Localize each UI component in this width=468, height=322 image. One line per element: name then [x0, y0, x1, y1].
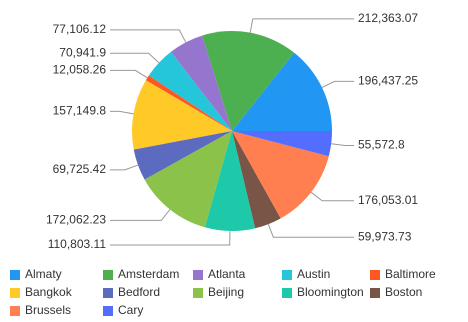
leader-line: [110, 110, 134, 115]
legend-swatch: [193, 288, 203, 298]
data-label: 69,725.42: [53, 162, 107, 176]
data-label: 70,941.9: [59, 45, 106, 59]
legend-swatch: [10, 270, 20, 280]
legend-label: Cary: [118, 303, 143, 317]
data-label: 12,058.26: [53, 63, 107, 77]
pie-slice: [132, 80, 232, 150]
pie-slice: [202, 31, 295, 132]
legend-swatch: [10, 306, 20, 316]
pie-slice: [232, 131, 329, 219]
data-label: 176,053.01: [358, 193, 418, 207]
legend-label: Brussels: [25, 303, 71, 317]
leader-line: [110, 164, 139, 171]
leader-line: [249, 18, 354, 33]
data-label: 55,572.8: [358, 138, 405, 152]
pie-slice: [170, 35, 232, 131]
pie-slice: [232, 131, 332, 157]
legend-swatch: [103, 288, 113, 298]
legend-swatch: [282, 270, 292, 280]
legend-label: Beijing: [208, 285, 244, 299]
data-label: 172,062.23: [46, 213, 106, 227]
data-label: 77,106.12: [53, 22, 107, 36]
legend-label: Amsterdam: [118, 267, 179, 281]
data-label: 196,437.25: [358, 74, 418, 88]
legend-swatch: [282, 288, 292, 298]
legend-swatch: [370, 288, 380, 298]
data-label: 212,363.07: [358, 11, 418, 25]
pie-slice: [133, 131, 232, 180]
legend-label: Bedford: [118, 285, 160, 299]
leader-line: [110, 69, 148, 79]
pie-slice: [145, 75, 232, 131]
legend-label: Bangkok: [25, 285, 73, 299]
pie-slice: [144, 131, 232, 228]
pie-slice: [232, 52, 332, 132]
legend-label: Baltimore: [385, 267, 436, 281]
data-label: 59,973.73: [358, 229, 412, 243]
legend-swatch: [103, 270, 113, 280]
legend-swatch: [193, 270, 203, 280]
leader-line: [310, 191, 354, 202]
leader-line: [331, 143, 354, 146]
leader-line: [321, 80, 354, 88]
leader-line: [267, 224, 354, 238]
leader-line: [110, 52, 160, 64]
leader-line: [110, 209, 171, 221]
data-label: 157,149.8: [53, 104, 107, 118]
pie-slice: [148, 51, 232, 131]
legend-label: Bloomington: [297, 285, 364, 299]
leader-line: [110, 230, 231, 246]
pie-slice: [204, 131, 256, 231]
legend-swatch: [103, 306, 113, 316]
legend-swatch: [370, 270, 380, 280]
legend-label: Boston: [385, 285, 422, 299]
legend-label: Austin: [297, 267, 330, 281]
data-label: 110,803.11: [48, 237, 107, 251]
legend-label: Atlanta: [208, 267, 246, 281]
pie-slice: [232, 131, 281, 229]
legend-label: Almaty: [25, 267, 62, 281]
leader-line: [110, 29, 187, 43]
legend-swatch: [10, 288, 20, 298]
